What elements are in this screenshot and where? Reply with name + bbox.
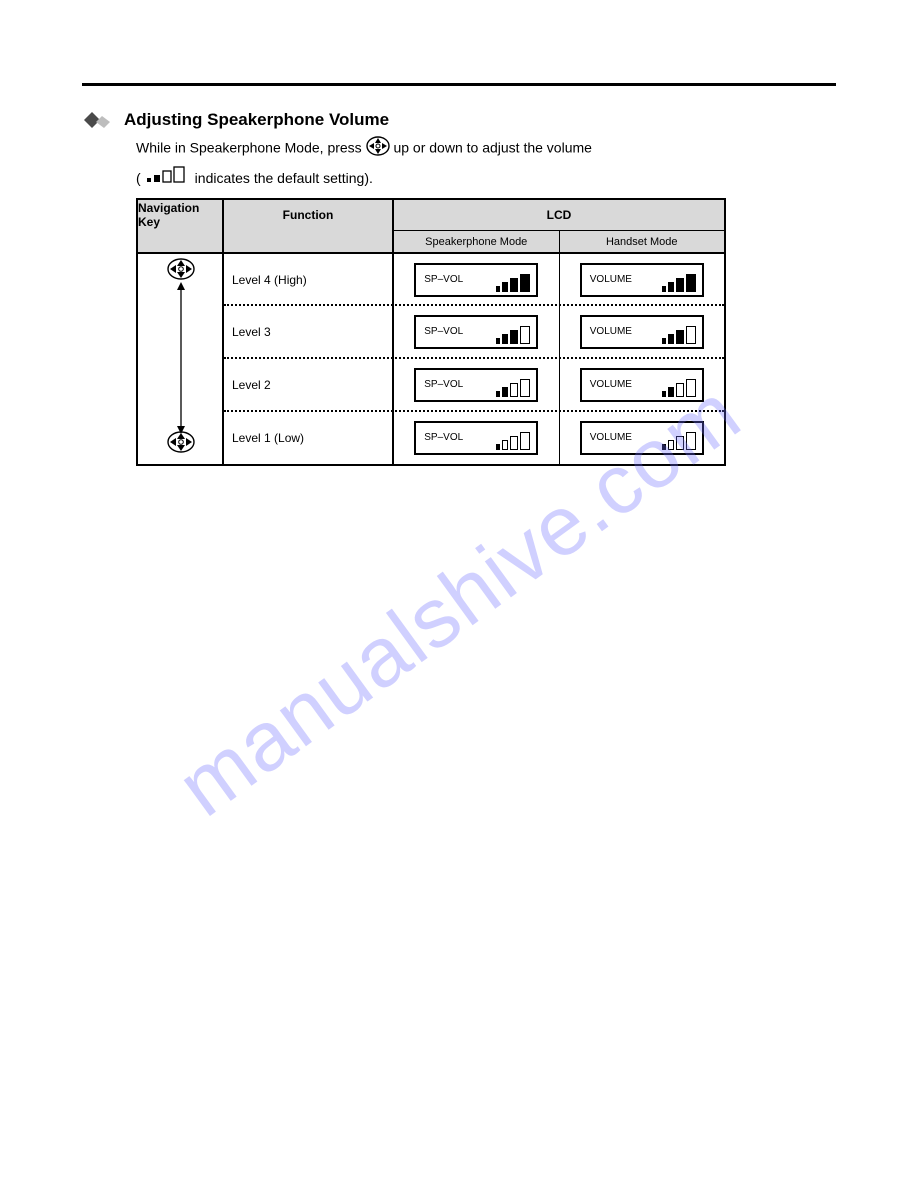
- nav-dpad-icon-up: [167, 258, 195, 285]
- volume-bars-icon: [662, 432, 696, 450]
- lcd-box: VOLUME: [580, 421, 704, 455]
- section-diamond-icon: [82, 110, 116, 130]
- volume-bars-icon: [662, 379, 696, 397]
- nav-dpad-icon-down: [167, 431, 195, 458]
- table-row: Level 2 SP–VOL VOLUME: [138, 358, 724, 411]
- lcd-speakerphone: SP–VOL: [394, 411, 560, 464]
- volume-bars-icon: [662, 326, 696, 344]
- lcd-box: SP–VOL: [414, 368, 538, 402]
- lcd-box: SP–VOL: [414, 421, 538, 455]
- th-function: Function: [224, 200, 394, 230]
- page: Adjusting Speakerphone Volume While in S…: [0, 0, 918, 1188]
- th-lcd: LCD: [394, 200, 724, 230]
- table-row: Level 3 SP–VOL VOLUME: [138, 305, 724, 358]
- lcd-handset: VOLUME: [560, 358, 725, 411]
- cell-function: Level 2: [224, 358, 394, 411]
- cell-lcd: SP–VOL VOLUME: [394, 305, 724, 358]
- lcd-speakerphone: SP–VOL: [394, 254, 560, 305]
- section-heading: Adjusting Speakerphone Volume: [82, 110, 836, 130]
- cell-function: Level 3: [224, 305, 394, 358]
- lcd-speakerphone: SP–VOL: [394, 358, 560, 411]
- table-header-row-1: Navigation Key Function LCD: [138, 200, 724, 230]
- lcd-handset: VOLUME: [560, 254, 725, 305]
- lcd-speakerphone: SP–VOL: [394, 305, 560, 358]
- instruction-line-1: While in Speakerphone Mode, press up or …: [136, 136, 836, 162]
- cell-lcd: SP–VOL VOLUME: [394, 254, 724, 305]
- cell-lcd: SP–VOL VOLUME: [394, 358, 724, 411]
- cell-function: Level 4 (High): [224, 254, 394, 305]
- th-spacer-key: [138, 230, 224, 252]
- table-row: Level 1 (Low) SP–VOL VOLUME: [138, 411, 724, 464]
- table-row: Level 4 (High) SP–VOL VOLUME: [138, 252, 724, 305]
- cell-function: Level 1 (Low): [224, 411, 394, 464]
- volume-bars-icon: [662, 274, 696, 292]
- volume-bars-default-icon: [145, 166, 191, 190]
- instruction-line-2: ( indicates the default setting).: [136, 166, 836, 190]
- th-handset: Handset Mode: [560, 231, 725, 252]
- th-spacer-desc: [224, 230, 394, 252]
- lcd-box: SP–VOL: [414, 263, 538, 297]
- nav-dpad-icon-inline: [366, 136, 390, 162]
- lcd-box: VOLUME: [580, 263, 704, 297]
- th-lcd-subhead: Speakerphone Mode Handset Mode: [394, 230, 724, 252]
- volume-bars-icon: [496, 379, 530, 397]
- cell-lcd: SP–VOL VOLUME: [394, 411, 724, 464]
- volume-bars-icon: [496, 432, 530, 450]
- lcd-box: SP–VOL: [414, 315, 538, 349]
- volume-bars-icon: [496, 274, 530, 292]
- lcd-box: VOLUME: [580, 368, 704, 402]
- lcd-handset: VOLUME: [560, 411, 725, 464]
- section-title: Adjusting Speakerphone Volume: [124, 110, 389, 130]
- updown-arrow-icon: [174, 282, 188, 434]
- lcd-handset: VOLUME: [560, 305, 725, 358]
- page-header-rule: [82, 56, 836, 86]
- lcd-box: VOLUME: [580, 315, 704, 349]
- table-header-row-2: Speakerphone Mode Handset Mode: [138, 230, 724, 252]
- volume-table: Navigation Key Function LCD Speakerphone…: [136, 198, 726, 466]
- th-speakerphone: Speakerphone Mode: [394, 231, 560, 252]
- key-column-overlay: [138, 252, 224, 464]
- volume-bars-icon: [496, 326, 530, 344]
- th-navigation-key: Navigation Key: [138, 200, 224, 230]
